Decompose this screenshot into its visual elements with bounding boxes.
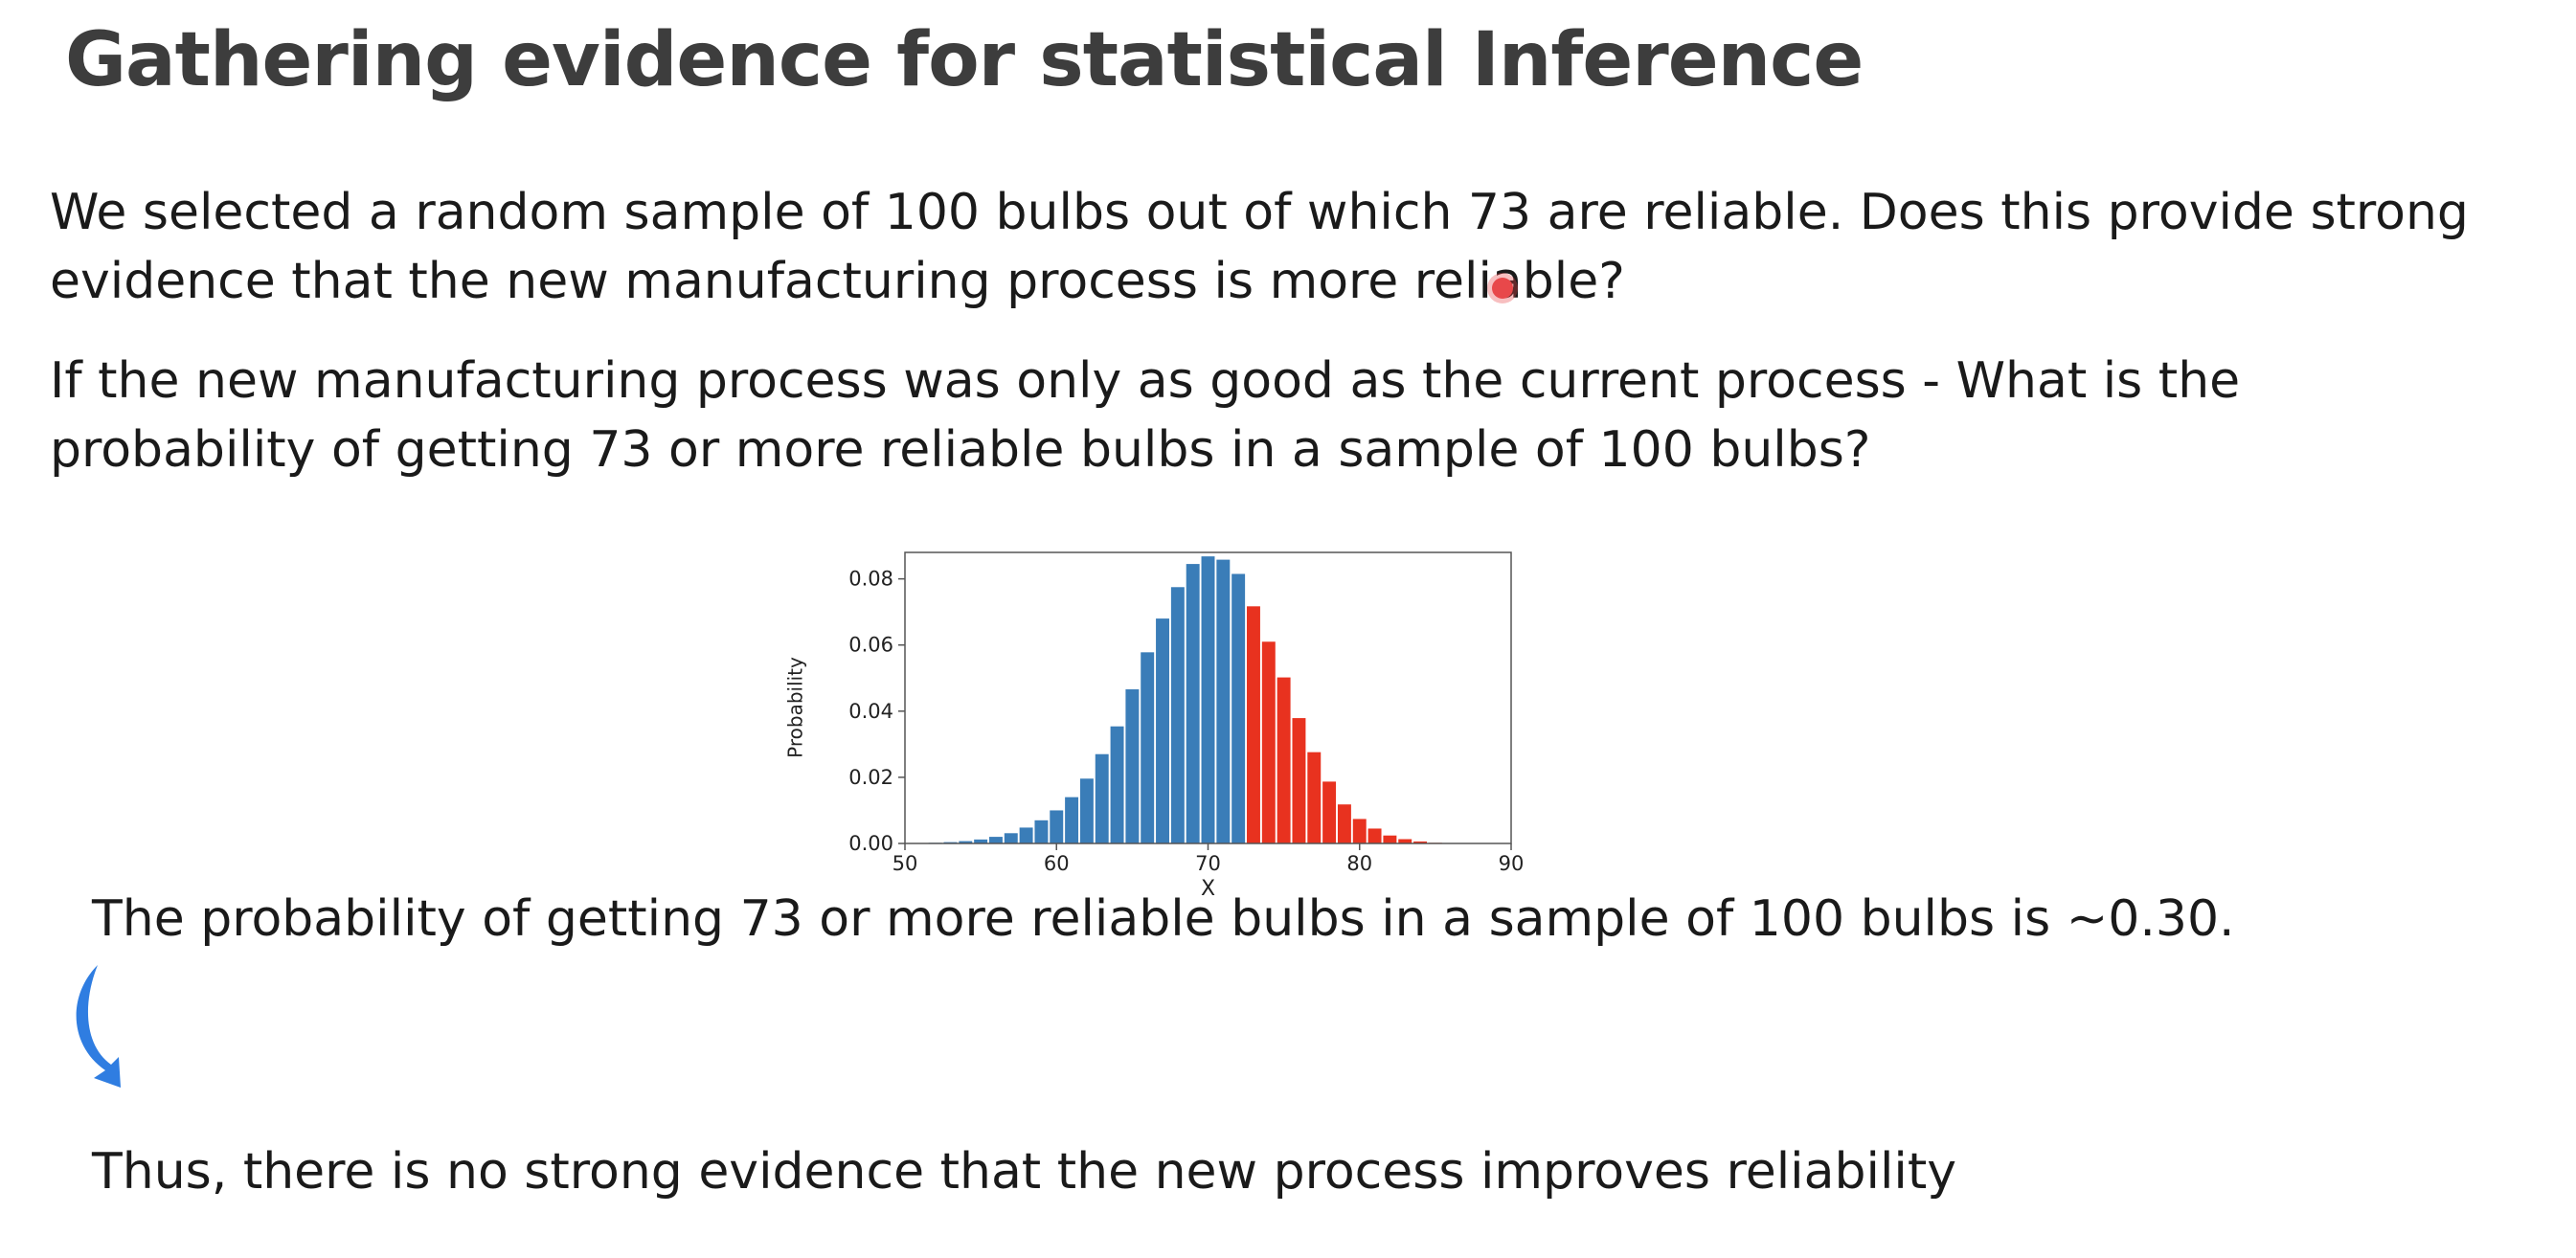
bar-x-82 — [1383, 835, 1397, 843]
bar-x-58 — [1019, 827, 1033, 843]
bar-x-80 — [1352, 819, 1367, 843]
bar-x-66 — [1141, 652, 1155, 843]
bar-x-68 — [1170, 587, 1185, 843]
slide-title: Gathering evidence for statistical Infer… — [65, 17, 1864, 103]
bar-x-61 — [1065, 797, 1079, 843]
binomial-distribution-chart: 50 60 70 80 90 0.00 0.02 0.04 0.06 0.08 X Probab… — [776, 536, 1542, 900]
x-tick-label: 60 — [1044, 852, 1070, 875]
bar-x-57 — [1004, 833, 1018, 843]
bar-x-81 — [1367, 828, 1382, 843]
bar-x-59 — [1034, 820, 1049, 843]
bar-x-56 — [988, 837, 1003, 843]
bar-x-55 — [974, 839, 988, 843]
bars-layer — [913, 556, 1457, 844]
y-tick-label: 0.08 — [848, 568, 893, 591]
bar-x-62 — [1079, 778, 1094, 843]
y-tick-label: 0.00 — [848, 832, 893, 855]
x-tick-label: 50 — [893, 852, 918, 875]
x-tick-label: 80 — [1346, 852, 1372, 875]
question-paragraph: We selected a random sample of 100 bulbs… — [50, 184, 2469, 310]
bar-x-83 — [1398, 839, 1412, 843]
bar-x-76 — [1292, 718, 1306, 843]
bar-x-69 — [1186, 564, 1200, 843]
y-axis-label: Probability — [784, 657, 807, 758]
chart-svg: 50 60 70 80 90 0.00 0.02 0.04 0.06 0.08 X Probab… — [784, 551, 1525, 900]
hypothesis-paragraph: If the new manufacturing process was onl… — [50, 352, 2241, 479]
x-tick-label: 70 — [1195, 852, 1221, 875]
x-axis: 50 60 70 80 90 — [893, 843, 1525, 875]
bar-x-75 — [1277, 677, 1291, 843]
pointer-cursor-icon — [1492, 278, 1513, 299]
bar-x-72 — [1232, 573, 1246, 843]
y-tick-label: 0.02 — [848, 766, 893, 789]
x-tick-label: 90 — [1499, 852, 1525, 875]
bar-x-64 — [1110, 726, 1124, 843]
bar-x-71 — [1216, 559, 1231, 843]
bar-x-54 — [959, 841, 973, 843]
bar-x-60 — [1050, 810, 1064, 843]
bar-x-79 — [1337, 804, 1351, 843]
bar-x-74 — [1261, 641, 1276, 843]
bar-x-78 — [1322, 781, 1337, 843]
bar-x-84 — [1413, 841, 1428, 843]
y-tick-label: 0.04 — [848, 700, 893, 723]
y-tick-label: 0.06 — [848, 634, 893, 657]
x-axis-label: X — [1201, 877, 1215, 900]
y-axis: 0.00 0.02 0.04 0.06 0.08 — [848, 568, 905, 855]
bar-x-67 — [1156, 618, 1169, 843]
result-text: The probability of getting 73 or more re… — [92, 890, 2235, 948]
conclusion-text: Thus, there is no strong evidence that t… — [92, 1143, 1957, 1201]
bar-x-77 — [1307, 752, 1322, 843]
bar-x-70 — [1201, 556, 1215, 843]
bar-x-73 — [1247, 606, 1260, 843]
bar-x-65 — [1125, 689, 1140, 843]
curved-down-arrow-icon — [76, 965, 121, 1088]
bar-x-63 — [1095, 753, 1109, 843]
